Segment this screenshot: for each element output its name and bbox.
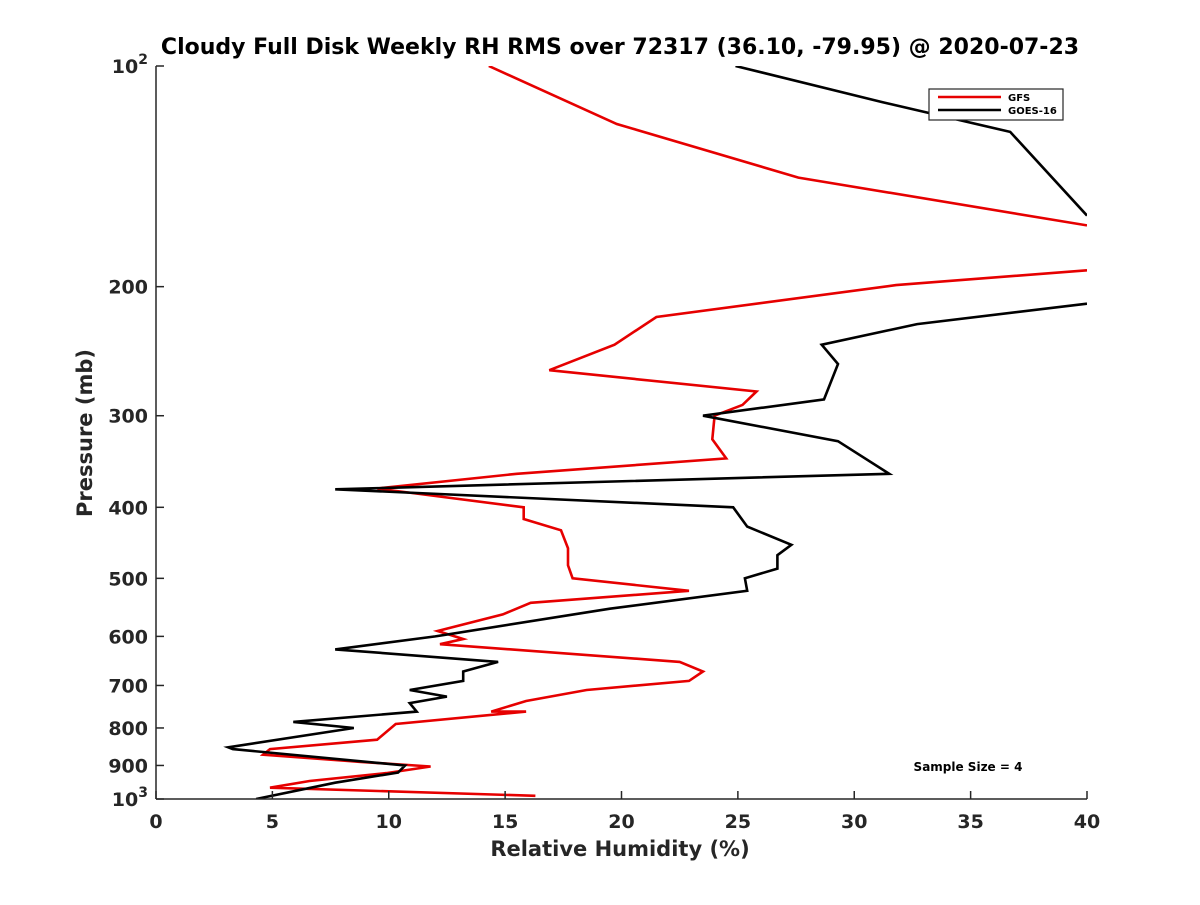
x-tick-label: 25	[725, 811, 751, 833]
y-tick-label: 200	[108, 277, 148, 299]
y-tick-label: 300	[108, 406, 148, 428]
y-tick-label: 800	[108, 718, 148, 740]
legend: GFS GOES-16	[928, 88, 1064, 121]
x-axis-label: Relative Humidity (%)	[490, 837, 749, 861]
x-axis: 0 5 10 15 20 25 30 35 40	[149, 791, 1100, 833]
y-tick-label: 600	[108, 626, 148, 648]
chart-title: Cloudy Full Disk Weekly RH RMS over 7231…	[161, 35, 1079, 60]
x-tick-label: 5	[266, 811, 279, 833]
y-tick-label: 102	[112, 52, 148, 78]
y-axis-label: Pressure (mb)	[73, 349, 97, 517]
y-tick-label: 700	[108, 675, 148, 697]
x-tick-label: 10	[376, 811, 402, 833]
plot-area	[223, 66, 1087, 799]
series-line-goes-16	[223, 66, 1087, 799]
y-tick-label: 500	[108, 568, 148, 590]
x-tick-label: 20	[608, 811, 634, 833]
y-tick-label: 400	[108, 497, 148, 519]
x-tick-label: 35	[957, 811, 983, 833]
x-tick-label: 30	[841, 811, 867, 833]
legend-box	[928, 88, 1064, 121]
y-axis: 102 200 300 400 500 600 700 800 900 103	[108, 52, 164, 811]
x-tick-label: 15	[492, 811, 518, 833]
x-tick-label: 40	[1074, 811, 1100, 833]
legend-label: GFS	[1008, 93, 1030, 104]
sample-size-annotation: Sample Size = 4	[914, 760, 1023, 774]
series-line-gfs	[259, 66, 1087, 798]
y-tick-label: 103	[112, 785, 148, 811]
x-tick-label: 0	[149, 811, 162, 833]
y-tick-label: 900	[108, 755, 148, 777]
legend-label: GOES-16	[1008, 106, 1057, 117]
